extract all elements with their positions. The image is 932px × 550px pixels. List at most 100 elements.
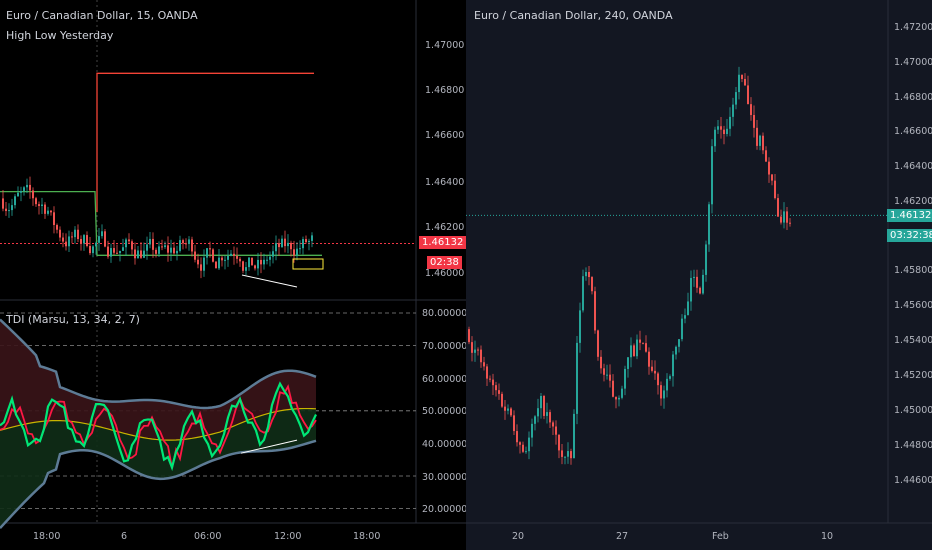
left-candle (227, 255, 229, 260)
left-candle (269, 256, 271, 260)
right-candle (660, 385, 662, 399)
left-countdown-tag: 02:38 (427, 256, 462, 269)
tdi-upper-band (0, 318, 317, 410)
right-candle (726, 128, 728, 135)
left-candle (257, 259, 259, 269)
left-candle (134, 249, 136, 259)
left-candle (311, 235, 313, 241)
left-candle (251, 257, 253, 266)
right-chart-canvas[interactable] (466, 0, 932, 550)
right-candle (636, 339, 638, 357)
left-candle (119, 250, 121, 254)
left-candle (236, 255, 238, 259)
right-candle (645, 343, 647, 352)
left-candle (23, 187, 25, 191)
left-price-tick: 1.46600 (425, 130, 465, 141)
right-candle (774, 180, 776, 199)
right-candle (537, 408, 539, 417)
left-candle (128, 239, 130, 242)
left-candle (188, 239, 190, 244)
left-chart-pane[interactable]: Euro / Canadian Dollar, 15, OANDA High L… (0, 0, 468, 550)
right-candle (702, 274, 704, 294)
right-last-price-tag: 1.46132 (887, 209, 932, 222)
right-candle (567, 451, 569, 457)
drawn-trendline (241, 274, 298, 288)
right-price-tick: 1.45200 (894, 370, 932, 381)
left-price-tick: 1.47000 (425, 40, 465, 51)
left-candle (50, 210, 52, 213)
right-price-tick: 1.46400 (894, 161, 932, 172)
left-candle (158, 246, 160, 254)
right-price-tick: 1.47200 (894, 22, 932, 33)
right-chart-pane[interactable]: Euro / Canadian Dollar, 240, OANDA 1.472… (466, 0, 932, 550)
right-candle (672, 354, 674, 377)
left-candle (53, 212, 55, 225)
right-candle (666, 378, 668, 391)
left-candle (71, 236, 73, 238)
right-candle (711, 146, 713, 205)
right-candle (576, 342, 578, 414)
left-candle (293, 249, 295, 256)
left-candle (203, 257, 205, 271)
right-candle (687, 301, 689, 316)
left-candle (146, 244, 148, 251)
tdi-tick: 20.00000 (422, 504, 468, 515)
left-price-tick: 1.46400 (425, 177, 465, 188)
left-time-label: 6 (121, 531, 128, 542)
right-candle (588, 272, 590, 278)
left-candle (290, 242, 292, 250)
left-candle (242, 261, 244, 271)
yesterday-low-line (0, 190, 322, 256)
left-candle (107, 246, 109, 257)
left-candle (65, 241, 67, 247)
right-price-tick: 1.45800 (894, 265, 932, 276)
left-candle (89, 246, 91, 254)
right-candle (558, 434, 560, 451)
left-candle (164, 245, 166, 248)
left-candle (182, 240, 184, 244)
right-candle (600, 356, 602, 369)
left-candle (266, 259, 268, 261)
right-candle (627, 357, 629, 369)
right-candle (498, 390, 500, 394)
right-candle (768, 161, 770, 175)
right-candle (531, 423, 533, 438)
left-candle (248, 257, 250, 268)
left-candle (68, 236, 70, 247)
left-candle (254, 265, 256, 269)
left-candle (98, 236, 100, 243)
left-candle (2, 198, 4, 209)
tdi-rsi-line (0, 381, 317, 472)
left-candle (17, 192, 19, 197)
left-candle (170, 247, 172, 253)
left-candle (95, 242, 97, 247)
right-time-label: Feb (712, 531, 729, 542)
right-candle (765, 150, 767, 162)
right-candle (594, 291, 596, 331)
right-candle (471, 342, 473, 353)
right-price-tick: 1.46800 (894, 92, 932, 103)
yesterday-high-line (96, 72, 314, 213)
right-candle (591, 277, 593, 292)
left-chart-canvas[interactable] (0, 0, 466, 550)
left-candle (263, 259, 265, 265)
tdi-signal-line (0, 384, 317, 469)
right-candle (654, 370, 656, 374)
left-candle (161, 246, 163, 248)
left-candle (212, 249, 214, 262)
left-candle (221, 257, 223, 261)
left-price-tick: 1.46800 (425, 85, 465, 96)
right-candle (690, 278, 692, 302)
left-candle (302, 239, 304, 249)
left-candle (35, 198, 37, 205)
left-candle (275, 243, 277, 252)
right-candle (753, 115, 755, 128)
right-candle (528, 437, 530, 452)
left-candle (149, 238, 151, 245)
left-candle (137, 250, 139, 259)
left-candle (110, 248, 112, 257)
right-candle (762, 135, 764, 151)
left-candle (104, 231, 106, 247)
left-candle (20, 190, 22, 193)
left-candle (101, 231, 103, 237)
